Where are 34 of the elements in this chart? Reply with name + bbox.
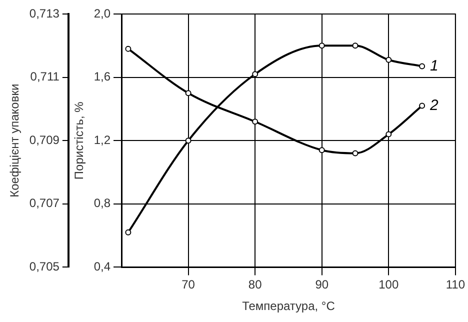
x-tick-label: 80	[248, 278, 262, 292]
point	[318, 42, 325, 49]
series-label: 1	[430, 57, 438, 74]
x-tick-label: 100	[378, 278, 399, 292]
point	[252, 71, 258, 78]
y2-axis-title: Коефіцієнт упаковки	[8, 84, 22, 198]
point	[352, 42, 358, 49]
point	[419, 63, 426, 70]
point	[125, 229, 132, 236]
point	[185, 90, 192, 96]
y2-tick-label: 0,713	[29, 6, 60, 20]
x-tick-label: 70	[182, 278, 196, 292]
y-axis-title: Пористість, %	[72, 101, 86, 180]
y-tick-label: 0,8	[94, 196, 111, 210]
y-tick-label: 2,0	[94, 6, 111, 20]
y2-tick-label: 0,709	[29, 132, 60, 147]
x-axis-title: Температура, °C	[242, 299, 336, 314]
point	[352, 150, 358, 156]
x-tick-label: 110	[446, 278, 466, 292]
point	[185, 138, 192, 144]
point	[318, 147, 325, 154]
y-tick-label: 1,2	[94, 132, 111, 147]
point	[386, 56, 392, 63]
y2-tick-label: 0,705	[29, 260, 60, 274]
y-tick-label: 0,4	[94, 260, 111, 274]
point	[386, 131, 392, 138]
point	[252, 118, 258, 125]
y-tick-label: 1,6	[94, 70, 111, 84]
y2-tick-label: 0,707	[29, 196, 60, 210]
point	[125, 46, 132, 52]
y2-tick-label: 0,711	[30, 70, 60, 84]
series-label: 2	[429, 96, 440, 114]
x-tick-label: 90	[315, 278, 329, 292]
point	[419, 102, 426, 109]
